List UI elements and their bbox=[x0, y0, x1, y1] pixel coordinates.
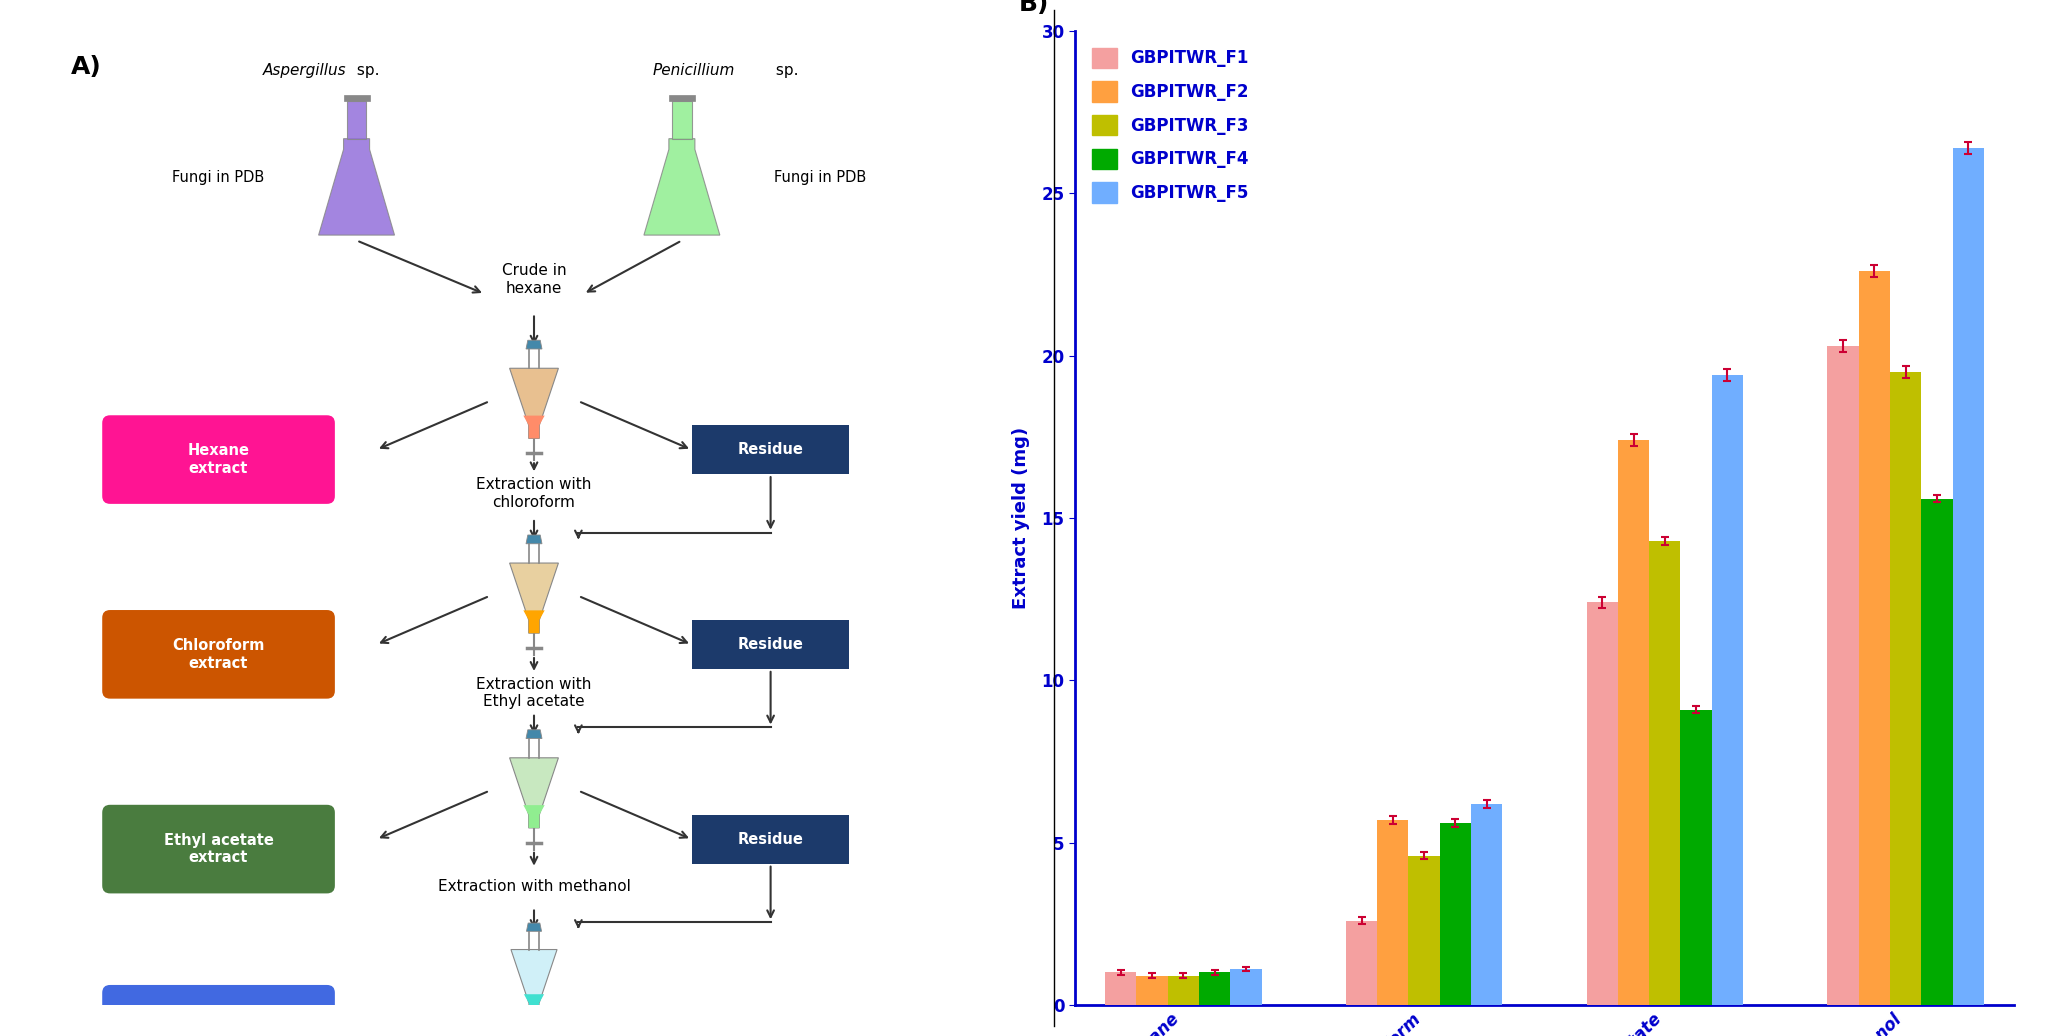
Y-axis label: Extract yield (mg): Extract yield (mg) bbox=[1013, 427, 1030, 609]
Bar bbox=[343, 94, 370, 102]
Bar bbox=[1891, 372, 1921, 1005]
Bar bbox=[1712, 375, 1743, 1005]
Bar bbox=[1858, 271, 1891, 1005]
Bar bbox=[1827, 346, 1858, 1005]
Polygon shape bbox=[524, 610, 545, 633]
Text: Chloroform
extract: Chloroform extract bbox=[173, 638, 265, 670]
Bar bbox=[1681, 710, 1712, 1005]
Text: Residue: Residue bbox=[738, 637, 804, 652]
Text: Ethyl acetate
extract: Ethyl acetate extract bbox=[164, 833, 273, 865]
Polygon shape bbox=[510, 563, 559, 633]
Bar bbox=[1167, 976, 1198, 1005]
Bar bbox=[1952, 148, 1983, 1005]
FancyBboxPatch shape bbox=[103, 985, 335, 1036]
Polygon shape bbox=[526, 729, 543, 739]
Bar bbox=[1617, 440, 1650, 1005]
Text: Fungi in PDB: Fungi in PDB bbox=[775, 170, 865, 184]
Bar bbox=[1198, 973, 1231, 1005]
Text: A): A) bbox=[70, 55, 101, 80]
Text: Penicillium: Penicillium bbox=[651, 62, 736, 78]
Text: sp.: sp. bbox=[771, 62, 797, 78]
Bar bbox=[1231, 970, 1262, 1005]
Bar bbox=[668, 94, 695, 102]
Text: Extraction with
chloroform: Extraction with chloroform bbox=[477, 478, 592, 510]
FancyBboxPatch shape bbox=[103, 610, 335, 698]
Polygon shape bbox=[510, 368, 559, 438]
Bar bbox=[1441, 824, 1471, 1005]
Text: Extraction with methanol: Extraction with methanol bbox=[438, 879, 631, 894]
Bar bbox=[693, 1010, 849, 1036]
FancyBboxPatch shape bbox=[103, 415, 335, 503]
Text: Aspergillus: Aspergillus bbox=[263, 62, 347, 78]
FancyBboxPatch shape bbox=[103, 805, 335, 893]
Text: B): B) bbox=[1019, 0, 1048, 17]
Polygon shape bbox=[643, 139, 719, 235]
Bar bbox=[1650, 541, 1681, 1005]
Text: Fungi in PDB: Fungi in PDB bbox=[173, 170, 265, 184]
Bar bbox=[1377, 819, 1408, 1005]
Bar bbox=[1921, 498, 1952, 1005]
Polygon shape bbox=[510, 757, 559, 828]
Text: Extraction with
Ethyl acetate: Extraction with Ethyl acetate bbox=[477, 678, 592, 710]
Bar bbox=[1408, 856, 1441, 1005]
Text: Residue: Residue bbox=[738, 832, 804, 846]
Text: Hexane
extract: Hexane extract bbox=[187, 443, 249, 476]
Bar bbox=[1471, 804, 1502, 1005]
Polygon shape bbox=[526, 535, 543, 544]
Text: Methanol
extract: Methanol extract bbox=[179, 1013, 257, 1036]
Polygon shape bbox=[319, 139, 395, 235]
Bar bbox=[672, 102, 693, 139]
Text: Residue: Residue bbox=[738, 1027, 804, 1036]
Polygon shape bbox=[524, 805, 545, 828]
Text: Crude in
hexane: Crude in hexane bbox=[501, 263, 567, 295]
Legend: GBPITWR_F1, GBPITWR_F2, GBPITWR_F3, GBPITWR_F4, GBPITWR_F5: GBPITWR_F1, GBPITWR_F2, GBPITWR_F3, GBPI… bbox=[1083, 39, 1258, 211]
Bar bbox=[693, 621, 849, 669]
Text: sp.: sp. bbox=[351, 62, 378, 78]
Bar bbox=[1346, 921, 1377, 1005]
Bar bbox=[1106, 973, 1136, 1005]
Bar bbox=[1586, 602, 1617, 1005]
Polygon shape bbox=[526, 923, 543, 931]
Text: Residue: Residue bbox=[738, 442, 804, 457]
Bar bbox=[693, 815, 849, 864]
Polygon shape bbox=[524, 995, 545, 1015]
Polygon shape bbox=[512, 950, 557, 1015]
Polygon shape bbox=[524, 415, 545, 438]
Polygon shape bbox=[526, 340, 543, 349]
Bar bbox=[347, 102, 366, 139]
Bar bbox=[1136, 976, 1167, 1005]
Bar bbox=[693, 426, 849, 474]
